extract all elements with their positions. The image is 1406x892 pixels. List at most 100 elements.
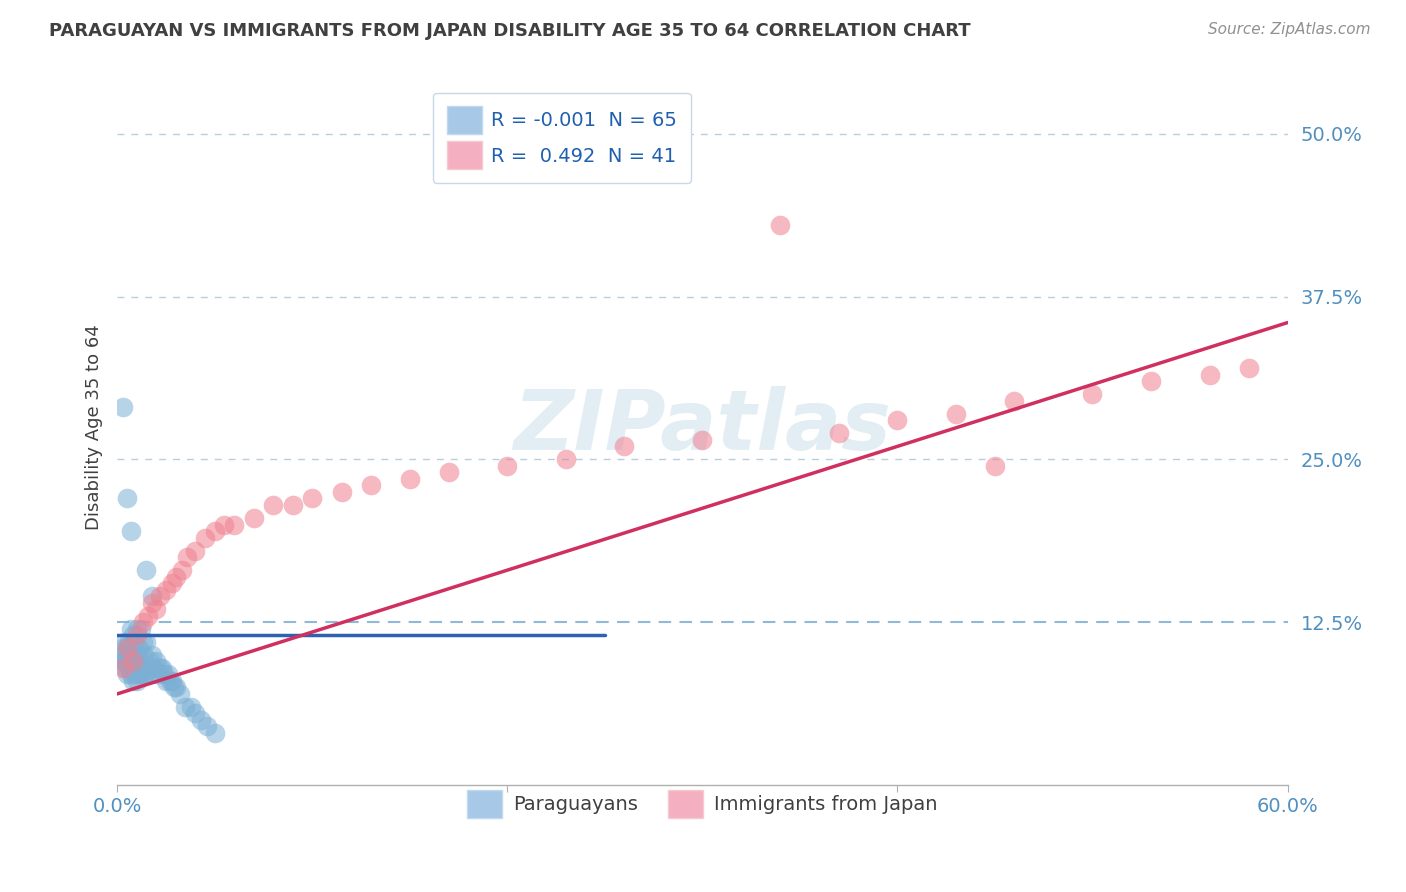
Point [135, 563, 157, 577]
Point [180, 700, 202, 714]
Point [115, 654, 138, 668]
Point [184, 543, 207, 558]
Point [828, 426, 851, 441]
Point [112, 641, 135, 656]
Point [141, 589, 163, 603]
Point [984, 458, 1007, 473]
Point [135, 667, 157, 681]
Point [125, 648, 148, 662]
Point [128, 641, 150, 656]
Legend: Paraguayans, Immigrants from Japan: Paraguayans, Immigrants from Japan [460, 782, 946, 826]
Point [224, 517, 246, 532]
Point [149, 661, 172, 675]
Point [437, 466, 460, 480]
Point [496, 458, 519, 473]
Point [886, 413, 908, 427]
Point [138, 661, 160, 675]
Point [194, 531, 217, 545]
Point [138, 608, 160, 623]
Point [146, 667, 169, 681]
Point [195, 719, 218, 733]
Point [242, 511, 264, 525]
Point [1198, 368, 1220, 382]
Point [141, 596, 163, 610]
Point [149, 589, 172, 603]
Point [134, 648, 156, 662]
Point [945, 407, 967, 421]
Y-axis label: Disability Age 35 to 64: Disability Age 35 to 64 [86, 324, 103, 530]
Point [125, 628, 148, 642]
Point [114, 661, 136, 675]
Point [145, 602, 167, 616]
Point [112, 648, 135, 662]
Point [125, 673, 148, 688]
Point [262, 498, 284, 512]
Point [118, 661, 141, 675]
Point [155, 582, 177, 597]
Point [124, 667, 146, 681]
Point [360, 478, 382, 492]
Point [121, 648, 143, 662]
Point [301, 491, 323, 506]
Point [156, 667, 179, 681]
Point [163, 681, 186, 695]
Point [214, 517, 236, 532]
Point [110, 654, 132, 668]
Point [153, 667, 176, 681]
Point [124, 635, 146, 649]
Point [174, 700, 197, 714]
Point [131, 661, 153, 675]
Point [204, 726, 226, 740]
Point [155, 673, 177, 688]
Point [1140, 374, 1163, 388]
Point [120, 524, 142, 538]
Point [115, 641, 138, 656]
Point [139, 654, 162, 668]
Point [769, 218, 792, 232]
Point [1081, 387, 1104, 401]
Point [131, 615, 153, 630]
Point [118, 648, 141, 662]
Point [160, 673, 183, 688]
Point [121, 628, 143, 642]
Point [135, 635, 157, 649]
Point [129, 667, 152, 681]
Point [184, 706, 207, 721]
Point [190, 713, 212, 727]
Point [170, 563, 193, 577]
Point [330, 485, 353, 500]
Point [176, 550, 198, 565]
Point [1004, 393, 1026, 408]
Point [115, 641, 138, 656]
Point [1237, 361, 1260, 376]
Point [112, 661, 135, 675]
Text: Source: ZipAtlas.com: Source: ZipAtlas.com [1208, 22, 1371, 37]
Point [165, 569, 187, 583]
Point [613, 439, 636, 453]
Point [118, 635, 141, 649]
Point [129, 622, 152, 636]
Point [281, 498, 304, 512]
Point [120, 622, 142, 636]
Point [124, 654, 146, 668]
Point [165, 681, 187, 695]
Point [159, 673, 181, 688]
Point [125, 622, 148, 636]
Point [125, 661, 148, 675]
Point [120, 667, 142, 681]
Point [128, 667, 150, 681]
Point [114, 654, 136, 668]
Point [160, 576, 183, 591]
Point [129, 654, 152, 668]
Point [112, 401, 135, 415]
Point [115, 491, 138, 506]
Point [114, 635, 136, 649]
Point [121, 654, 143, 668]
Point [121, 673, 143, 688]
Point [134, 667, 156, 681]
Point [131, 635, 153, 649]
Point [121, 661, 143, 675]
Point [204, 524, 226, 538]
Point [692, 433, 714, 447]
Point [143, 661, 166, 675]
